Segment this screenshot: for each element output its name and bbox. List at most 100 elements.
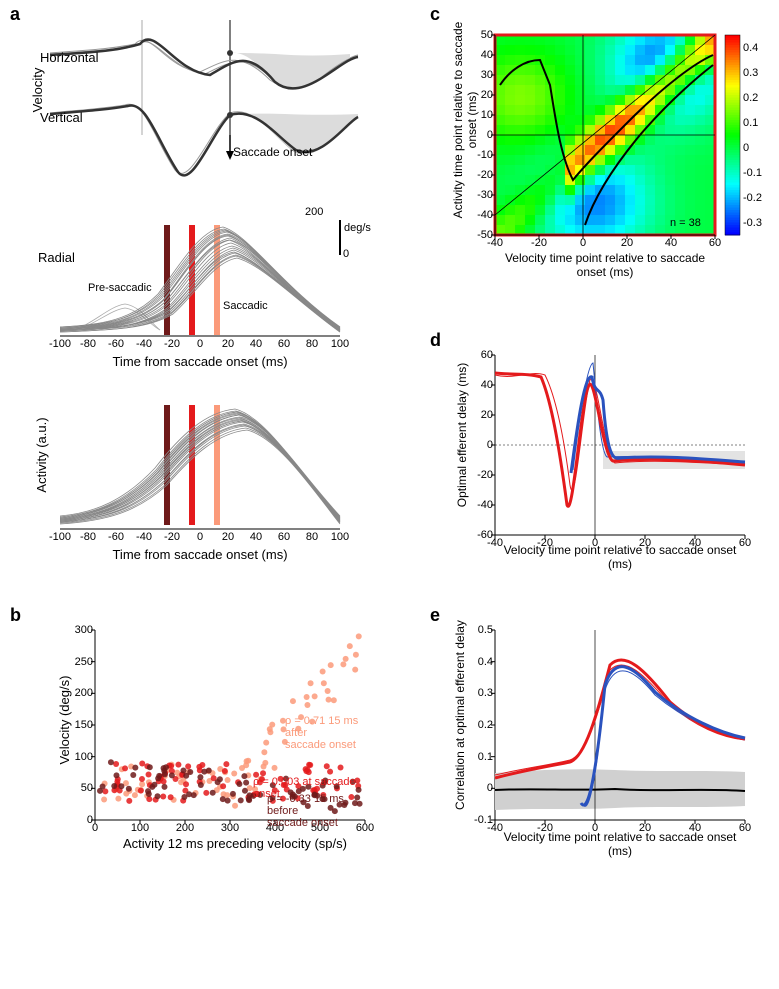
panel-c-xtick: 60 (703, 237, 727, 249)
panel-e-xtick: 0 (583, 822, 607, 834)
panel-e-label: e (430, 605, 440, 626)
panel-d-ylabel: Optimal efferent delay (ms) (455, 350, 469, 520)
velocity-y-label: Velocity (30, 40, 45, 140)
panel-c-ytick: 50 (469, 29, 493, 41)
panel-c-ytick: 40 (469, 49, 493, 61)
panel-b-ytick: 250 (67, 656, 93, 668)
panel-d-ytick: 60 (467, 349, 493, 361)
panel-b-ytick: 50 (67, 782, 93, 794)
scale-val: 200 (305, 206, 323, 218)
panel-e-xtick: 60 (733, 822, 757, 834)
panel-e: Correlation at optimal efferent delay Ve… (455, 620, 765, 855)
panel-c-n: n = 38 (670, 217, 701, 229)
panel-c-ytick: -50 (469, 229, 493, 241)
activity-xtick: 80 (300, 531, 324, 543)
radial-xtick: 100 (328, 338, 352, 350)
activity-xtick: 40 (244, 531, 268, 543)
panel-d-ytick: -60 (467, 529, 493, 541)
activity-xtick: 100 (328, 531, 352, 543)
panel-d-xtick: 0 (583, 537, 607, 549)
panel-e-ytick: 0.1 (465, 751, 493, 763)
panel-d: Optimal efferent delay (ms) Velocity tim… (455, 345, 765, 570)
panel-c-ytick: -30 (469, 189, 493, 201)
panel-c-xtick: 0 (571, 237, 595, 249)
panel-c-cbtick: 0.2 (743, 92, 758, 104)
panel-a-activity: Activity (a.u.) -100-80-60-40-2002040608… (40, 395, 360, 565)
activity-xtick: 0 (188, 531, 212, 543)
panel-a-hv: Horizontal Vertical Saccade onset Veloci… (40, 20, 360, 195)
panel-e-ytick: 0.4 (465, 656, 493, 668)
panel-a-label: a (10, 4, 20, 25)
panel-d-ytick: -20 (467, 469, 493, 481)
panel-c-ytick: -40 (469, 209, 493, 221)
activity-xtick: -100 (48, 531, 72, 543)
panel-c-label: c (430, 4, 440, 25)
panel-b: Velocity (deg/s) Activity 12 ms precedin… (55, 620, 375, 855)
panel-d-ytick: 40 (467, 379, 493, 391)
panel-b-ytick: 300 (67, 624, 93, 636)
legend-after: ρ = 0.71 15 ms after saccade onset (285, 715, 375, 751)
panel-c-ytick: -10 (469, 149, 493, 161)
panel-c-xtick: -20 (527, 237, 551, 249)
panel-c-ytick: 10 (469, 109, 493, 121)
panel-c-xtick: 20 (615, 237, 639, 249)
panel-b-xlabel: Activity 12 ms preceding velocity (sp/s) (110, 836, 360, 851)
activity-xtick: -40 (132, 531, 156, 543)
panel-c-ytick: -20 (469, 169, 493, 181)
activity-bar-at (189, 405, 195, 525)
radial-xlabel: Time from saccade onset (ms) (100, 354, 300, 369)
panel-b-ytick: 100 (67, 751, 93, 763)
panel-b-ytick: 150 (67, 719, 93, 731)
panel-d-ytick: 0 (467, 439, 493, 451)
vertical-label: Vertical (40, 110, 100, 125)
radial-traces (60, 227, 340, 332)
legend-before: ρ = -0.33 15 ms before saccade onset (267, 793, 375, 829)
panel-e-xtick: -20 (533, 822, 557, 834)
panel-c-cbtick: 0.1 (743, 117, 758, 129)
panel-d-ytick: -40 (467, 499, 493, 511)
panel-e-xtick: 40 (683, 822, 707, 834)
panel-c-cbtick: -0.2 (743, 192, 762, 204)
panel-c-cbtick: 0 (743, 142, 749, 154)
panel-c-cbtick: -0.3 (743, 217, 762, 229)
radial-xtick: 40 (244, 338, 268, 350)
panel-b-ytick: 0 (67, 814, 93, 826)
panel-b-xtick: 300 (216, 822, 244, 834)
onset-label: Saccade onset (233, 145, 333, 159)
radial-xtick: -80 (76, 338, 100, 350)
panel-e-ytick: -0.1 (465, 814, 493, 826)
panel-e-ytick: 0.5 (465, 624, 493, 636)
panel-b-label: b (10, 605, 21, 626)
radial-bar-after (214, 225, 220, 335)
panel-e-ytick: 0 (465, 782, 493, 794)
activity-xtick: -20 (160, 531, 184, 543)
radial-xtick: -60 (104, 338, 128, 350)
saccadic-label: Saccadic (223, 300, 268, 312)
panel-a-radial: Radial Pre-saccadic Saccadic 200 deg/s 0… (40, 210, 360, 370)
radial-xtick: 60 (272, 338, 296, 350)
panel-e-xlabel: Velocity time point relative to saccade … (500, 830, 740, 858)
panel-d-xtick: 60 (733, 537, 757, 549)
presaccadic-label: Pre-saccadic (88, 282, 152, 294)
radial-xtick: -40 (132, 338, 156, 350)
radial-xtick: -100 (48, 338, 72, 350)
panel-a-hv-svg (40, 20, 360, 195)
radial-xtick: 20 (216, 338, 240, 350)
activity-xtick: 60 (272, 531, 296, 543)
panel-e-ytick: 0.2 (465, 719, 493, 731)
panel-b-xtick: 100 (126, 822, 154, 834)
radial-xtick: -20 (160, 338, 184, 350)
activity-xlabel: Time from saccade onset (ms) (100, 547, 300, 562)
panel-c-cbtick: -0.1 (743, 167, 762, 179)
panel-c-xtick: 40 (659, 237, 683, 249)
panel-d-label: d (430, 330, 441, 351)
panel-b-ytick: 200 (67, 687, 93, 699)
activity-xtick: -60 (104, 531, 128, 543)
panel-e-svg (455, 620, 765, 855)
panel-c-xlabel: Velocity time point relative to saccade … (495, 251, 715, 279)
radial-xtick: 80 (300, 338, 324, 350)
radial-xtick: 0 (188, 338, 212, 350)
panel-c-ytick: 20 (469, 89, 493, 101)
panel-d-xtick: 20 (633, 537, 657, 549)
activity-traces (60, 409, 340, 524)
